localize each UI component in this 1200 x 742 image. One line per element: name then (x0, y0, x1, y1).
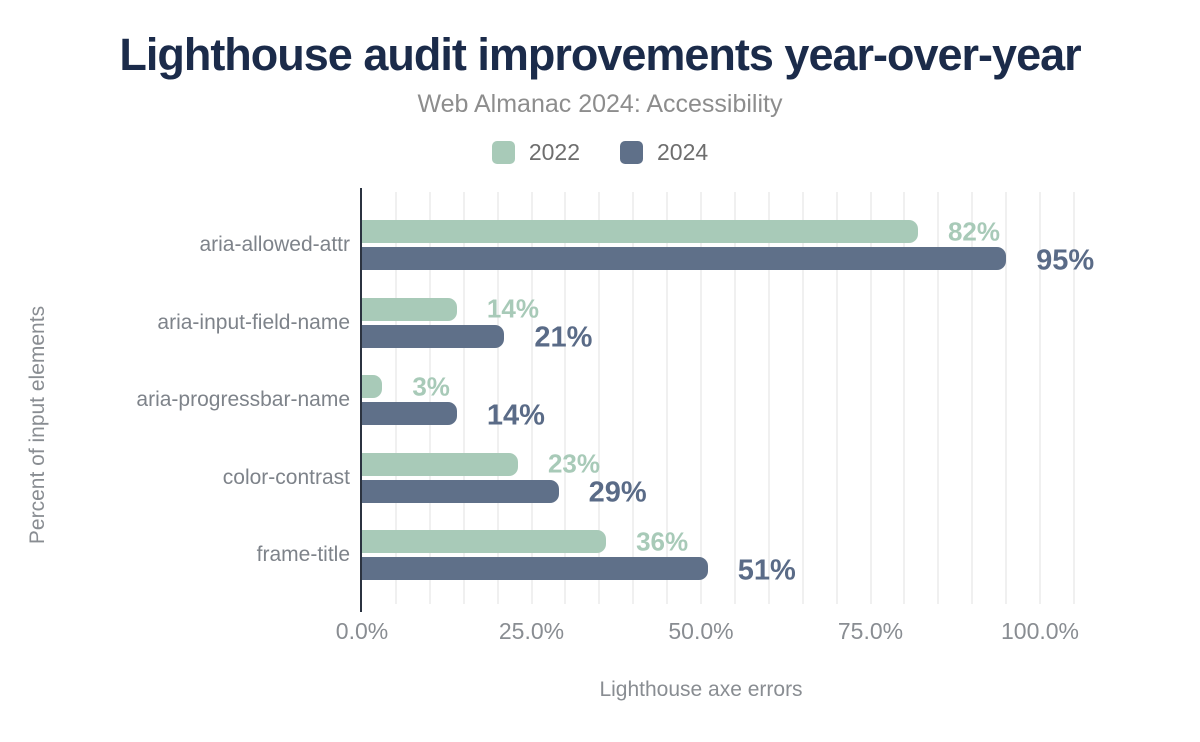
legend-label: 2022 (528, 139, 580, 165)
value-label-2024-color-contrast: 29% (588, 476, 647, 509)
gridline (733, 192, 736, 604)
value-label-2022-aria-allowed-attr: 82% (947, 216, 1000, 246)
bar-2024-aria-progressbar-name (362, 402, 457, 425)
gridline (700, 192, 702, 604)
gridline (869, 192, 872, 604)
x-axis-label: Lighthouse axe errors (599, 678, 803, 701)
legend: 2022 2024 (0, 139, 1200, 166)
gridline (767, 192, 770, 604)
legend-swatch-2022 (491, 141, 515, 164)
plot-area: 82% 95% 14% 21% 3% 14% 23% 29% 36% 51% (362, 190, 1108, 608)
gridline (1072, 192, 1075, 604)
bar-2024-frame-title (362, 557, 708, 580)
bar-2022-frame-title (362, 530, 607, 553)
bar-2024-aria-allowed-attr (362, 247, 1007, 270)
bar-2022-color-contrast (362, 452, 518, 476)
gridline (937, 192, 940, 604)
category-label: color-contrast (222, 465, 350, 489)
value-label-2024-frame-title: 51% (737, 554, 796, 586)
x-tick-25: 25.0% (498, 618, 565, 644)
gridline (971, 192, 974, 604)
y-axis-label: Percent of input elements (26, 305, 49, 545)
bar-2022-aria-progressbar-name (362, 375, 383, 398)
gridline (1005, 192, 1008, 604)
value-label-2022-color-contrast: 23% (547, 448, 600, 479)
chart-subtitle: Web Almanac 2024: Accessibility (417, 90, 783, 118)
legend-swatch-2024 (620, 141, 643, 164)
legend-label: 2024 (657, 139, 709, 165)
value-label-2022-aria-progressbar-name: 3% (412, 371, 450, 401)
gridline (462, 192, 465, 604)
gridline (835, 192, 838, 604)
bar-2024-color-contrast (362, 479, 559, 503)
gridline (666, 192, 669, 604)
gridline (530, 192, 533, 604)
category-label: frame-title (256, 543, 350, 566)
gridline (1039, 192, 1041, 604)
chart-title: Lighthouse audit improvements year-over-… (119, 29, 1081, 80)
value-label-2024-aria-progressbar-name: 14% (486, 399, 545, 431)
x-tick-0: 0.0% (335, 618, 389, 644)
gridline (598, 192, 601, 604)
value-label-2022-frame-title: 36% (636, 526, 689, 556)
bar-2022-aria-allowed-attr (362, 220, 918, 243)
bar-2022-aria-input-field-name (362, 297, 457, 321)
x-tick-50: 50.0% (668, 618, 734, 644)
bar-2024-aria-input-field-name (362, 324, 505, 348)
category-label: aria-allowed-attr (199, 233, 350, 256)
gridline (632, 192, 635, 604)
legend-item-2024: 2024 (620, 139, 708, 166)
value-label-2024-aria-allowed-attr: 95% (1036, 244, 1095, 276)
category-label: aria-progressbar-name (136, 388, 350, 411)
gridline (428, 192, 431, 604)
value-label-2022-aria-input-field-name: 14% (486, 293, 539, 324)
gridline (564, 192, 567, 604)
gridline (394, 192, 397, 604)
x-tick-100: 100.0% (1000, 618, 1080, 644)
y-axis-line (360, 188, 362, 612)
category-label: aria-input-field-name (157, 310, 350, 334)
x-tick-75: 75.0% (837, 618, 904, 644)
legend-item-2022: 2022 (491, 139, 580, 166)
gridline (801, 192, 804, 604)
value-label-2024-aria-input-field-name: 21% (534, 321, 593, 354)
gridline (903, 192, 906, 604)
gridline (496, 192, 499, 604)
